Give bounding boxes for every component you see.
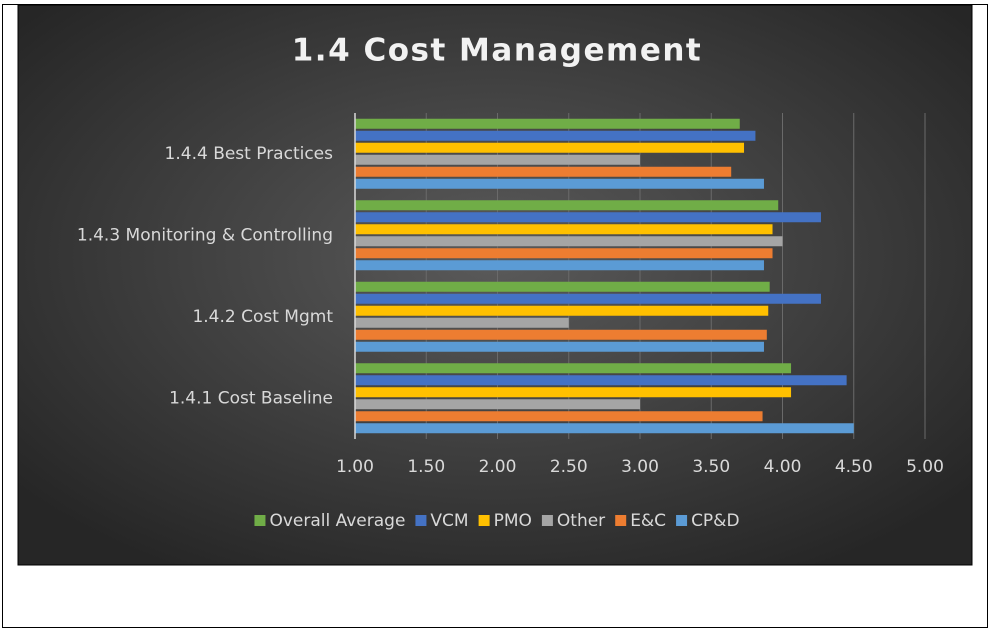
y-tick-label: 1.4.1 Cost Baseline xyxy=(169,388,333,408)
bar xyxy=(355,248,773,259)
bar xyxy=(355,317,569,328)
bar xyxy=(355,387,792,398)
bar xyxy=(355,142,745,153)
bar xyxy=(355,341,764,352)
bar xyxy=(355,236,783,247)
legend-label: PMO xyxy=(494,511,532,531)
legend-swatch xyxy=(415,515,427,526)
legend-label: Overall Average xyxy=(269,511,405,531)
y-tick-label: 1.4.2 Cost Mgmt xyxy=(192,307,333,327)
bar xyxy=(355,130,756,141)
bar xyxy=(355,305,769,316)
bar xyxy=(355,329,767,340)
x-tick-label: 3.50 xyxy=(692,457,730,477)
x-tick-label: 4.50 xyxy=(835,457,873,477)
legend-swatch xyxy=(254,515,266,526)
legend-label: Other xyxy=(557,511,605,531)
legend-swatch xyxy=(676,515,688,526)
chart-title: 1.4 Cost Management xyxy=(292,33,703,69)
bar xyxy=(355,281,770,292)
legend-swatch xyxy=(615,515,627,526)
bar xyxy=(355,423,854,434)
bar xyxy=(355,212,821,223)
x-tick-label: 5.00 xyxy=(906,457,944,477)
bar xyxy=(355,293,821,304)
bar xyxy=(355,200,779,211)
legend-label: CP&D xyxy=(691,511,739,531)
bar xyxy=(355,118,740,129)
y-tick-label: 1.4.3 Monitoring & Controlling xyxy=(77,225,333,245)
bar xyxy=(355,178,764,189)
legend-swatch xyxy=(541,515,553,526)
bar xyxy=(355,399,640,410)
bar xyxy=(355,363,792,374)
x-tick-label: 2.50 xyxy=(550,457,588,477)
legend-label: VCM xyxy=(430,511,468,531)
x-tick-label: 3.00 xyxy=(621,457,659,477)
x-tick-label: 1.50 xyxy=(407,457,445,477)
bar xyxy=(355,260,764,271)
bar xyxy=(355,411,763,422)
x-tick-label: 1.00 xyxy=(336,457,374,477)
x-tick-label: 4.00 xyxy=(764,457,802,477)
x-tick-label: 2.00 xyxy=(479,457,517,477)
bar xyxy=(355,375,847,386)
bar xyxy=(355,224,773,235)
legend-label: E&C xyxy=(630,511,666,531)
bar xyxy=(355,166,732,177)
bar xyxy=(355,154,640,165)
legend-swatch xyxy=(478,515,490,526)
y-tick-label: 1.4.4 Best Practices xyxy=(165,144,334,164)
